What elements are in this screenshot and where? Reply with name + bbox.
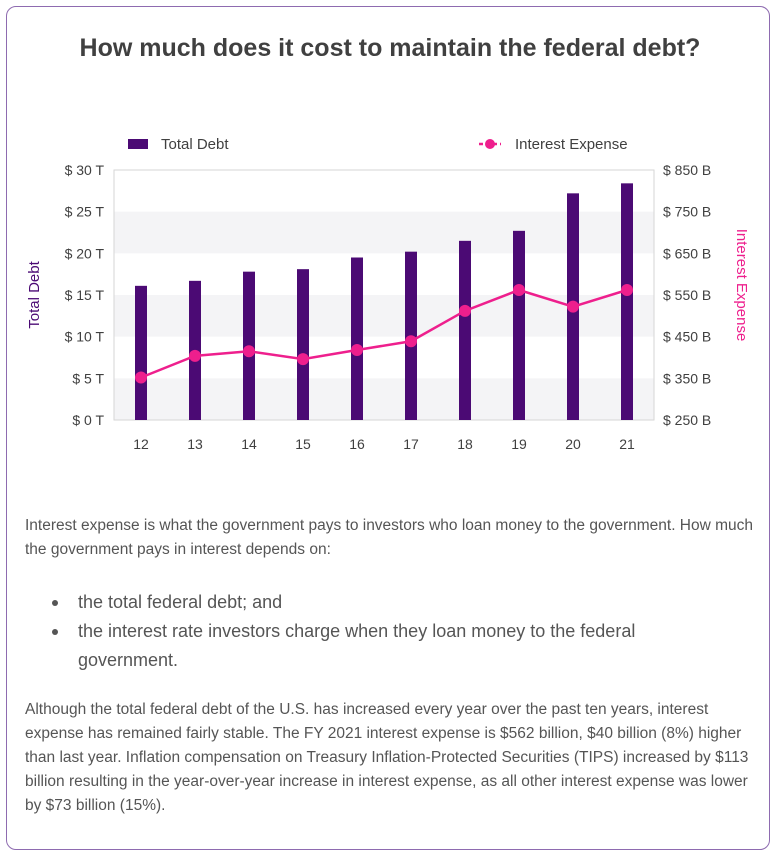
interest-point bbox=[243, 345, 255, 358]
interest-point bbox=[459, 304, 471, 317]
legend-interest-marker bbox=[485, 139, 495, 149]
debt-bar bbox=[459, 240, 471, 420]
legend-debt-label: Total Debt bbox=[161, 136, 229, 153]
y-right-tick-label: $ 750 B bbox=[663, 204, 711, 220]
legend-interest-label: Interest Expense bbox=[515, 136, 628, 153]
intro-paragraph: Interest expense is what the government … bbox=[25, 517, 754, 558]
legend-debt-swatch bbox=[128, 139, 148, 149]
detail-paragraph: Although the total federal debt of the U… bbox=[25, 701, 749, 814]
y-right-tick-label: $ 250 B bbox=[663, 412, 711, 428]
interest-point bbox=[351, 344, 363, 356]
y-left-tick-label: $ 15 T bbox=[65, 287, 105, 303]
grid-band bbox=[114, 211, 654, 254]
interest-point bbox=[297, 353, 309, 366]
interest-point bbox=[135, 371, 147, 384]
y-right-tick-label: $ 350 B bbox=[663, 370, 711, 386]
interest-line bbox=[140, 288, 628, 379]
debt-bar bbox=[351, 257, 363, 420]
y-left-tick-label: $ 20 T bbox=[65, 245, 105, 261]
y-left-tick-label: $ 25 T bbox=[65, 204, 105, 220]
interest-point bbox=[189, 349, 201, 362]
factor-list: the total federal debt; and the interest… bbox=[50, 588, 730, 675]
x-tick-label: 20 bbox=[565, 436, 581, 452]
list-item: the total federal debt; and bbox=[50, 588, 730, 617]
grid-band bbox=[114, 378, 654, 420]
x-tick-label: 14 bbox=[241, 436, 257, 452]
x-tick-label: 12 bbox=[133, 436, 149, 452]
y-left-tick-label: $ 10 T bbox=[65, 329, 105, 345]
plot-frame bbox=[113, 169, 655, 421]
x-tick-label: 17 bbox=[403, 436, 419, 452]
debt-bar bbox=[297, 269, 309, 420]
x-tick-label: 19 bbox=[511, 436, 527, 452]
grid-band bbox=[114, 295, 654, 337]
interest-point bbox=[567, 300, 579, 313]
list-item: the interest rate investors charge when … bbox=[50, 617, 730, 675]
y-left-tick-label: $ 5 T bbox=[72, 370, 104, 386]
y-right-tick-label: $ 850 B bbox=[663, 162, 711, 178]
x-tick-label: 16 bbox=[349, 436, 365, 452]
debt-bar bbox=[513, 230, 525, 420]
y-right-tick-label: $ 650 B bbox=[663, 245, 711, 261]
x-tick-label: 13 bbox=[187, 436, 203, 452]
page-title: How much does it cost to maintain the fe… bbox=[79, 34, 701, 62]
interest-point bbox=[405, 335, 417, 348]
debt-bar bbox=[621, 183, 633, 420]
interest-point bbox=[513, 284, 525, 296]
x-tick-label: 15 bbox=[295, 436, 311, 452]
y-right-tick-label: $ 550 B bbox=[663, 287, 711, 303]
y-left-axis-title: Total Debt bbox=[26, 260, 43, 328]
y-right-tick-label: $ 450 B bbox=[663, 329, 711, 345]
y-left-tick-label: $ 0 T bbox=[72, 412, 104, 428]
x-tick-label: 18 bbox=[457, 436, 473, 452]
interest-point bbox=[621, 284, 633, 296]
debt-bar bbox=[135, 285, 147, 420]
y-right-axis-title: Interest Expense bbox=[733, 229, 750, 342]
chart: $ 0 T $ 5 T $ 10 T $ 15 T $ 20 T $ 25 T $ 30 T… bbox=[26, 136, 750, 452]
x-tick-label: 21 bbox=[619, 436, 635, 452]
y-left-tick-label: $ 30 T bbox=[65, 162, 105, 178]
